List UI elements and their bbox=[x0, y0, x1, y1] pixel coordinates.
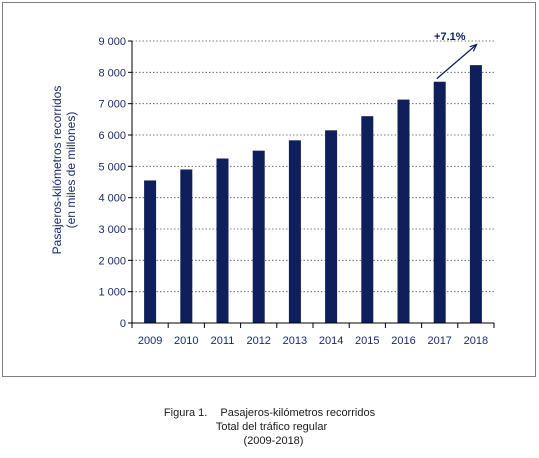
x-tick-label: 2017 bbox=[427, 335, 451, 347]
figure-caption-subtitle: Total del tráfico regular bbox=[215, 421, 328, 433]
bar-2012 bbox=[252, 150, 265, 323]
x-tick-label: 2015 bbox=[355, 335, 379, 347]
x-tick-label: 2016 bbox=[391, 335, 415, 347]
bar-2016 bbox=[397, 99, 410, 324]
y-tick-label: 1 000 bbox=[98, 287, 126, 299]
y-tick-label: 2 000 bbox=[98, 255, 126, 267]
x-tick-label: 2011 bbox=[211, 335, 235, 347]
bar-2017 bbox=[433, 81, 446, 323]
y-tick-label: 9 000 bbox=[98, 36, 126, 48]
y-tick-label: 0 bbox=[120, 318, 126, 330]
figure-title: Pasajeros-kilómetros recorridos bbox=[220, 407, 376, 419]
growth-arrow bbox=[436, 45, 476, 80]
axes bbox=[128, 40, 495, 328]
bar-2014 bbox=[325, 130, 338, 323]
bar-chart: 0 1 000 2 000 3 000 4 000 5 000 6 000 7 000 8 00… bbox=[50, 31, 495, 347]
bar-2011 bbox=[216, 158, 229, 323]
figure-caption-period: (2009-2018) bbox=[243, 435, 304, 447]
gridlines bbox=[132, 40, 494, 293]
x-tick-label: 2014 bbox=[319, 335, 343, 347]
bar-2018 bbox=[469, 65, 482, 324]
growth-label: +7.1% bbox=[434, 31, 466, 43]
y-tick-label: 6 000 bbox=[98, 130, 126, 142]
tick-labels: 0 1 000 2 000 3 000 4 000 5 000 6 000 7 000 8 00… bbox=[98, 36, 488, 347]
y-axis-sublabel: (en miles de millones) bbox=[64, 112, 78, 229]
figure-number: Figura 1. bbox=[163, 407, 208, 419]
x-tick-label: 2009 bbox=[138, 335, 162, 347]
y-tick-label: 8 000 bbox=[98, 67, 126, 79]
y-tick-label: 3 000 bbox=[98, 224, 126, 236]
bar-2013 bbox=[288, 140, 301, 323]
x-tick-label: 2018 bbox=[464, 335, 488, 347]
figure-caption-title: Figura 1. Pasajeros-kilómetros recorrido… bbox=[0, 406, 539, 420]
y-axis-title: Pasajeros-kilómetros recorridos (en miles… bbox=[50, 86, 78, 255]
y-axis-label: Pasajeros-kilómetros recorridos bbox=[50, 86, 64, 255]
bar-2010 bbox=[180, 169, 193, 323]
growth-annotation: +7.1% bbox=[434, 31, 476, 80]
y-tick-label: 5 000 bbox=[98, 161, 126, 173]
bar-2015 bbox=[361, 116, 374, 323]
chart-frame: 0 1 000 2 000 3 000 4 000 5 000 6 000 7 000 8 00… bbox=[2, 2, 536, 377]
x-tick-label: 2010 bbox=[174, 335, 198, 347]
x-tick-label: 2013 bbox=[283, 335, 307, 347]
x-tick-label: 2012 bbox=[246, 335, 270, 347]
bar-2009 bbox=[144, 180, 157, 323]
y-tick-label: 4 000 bbox=[98, 193, 126, 205]
y-tick-label: 7 000 bbox=[98, 99, 126, 111]
bars bbox=[144, 65, 482, 324]
